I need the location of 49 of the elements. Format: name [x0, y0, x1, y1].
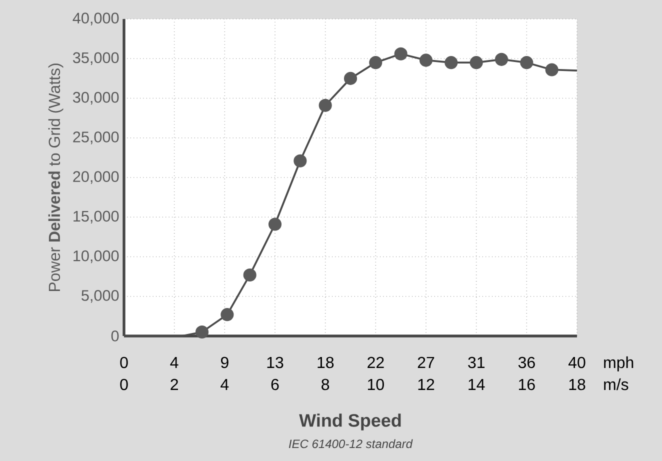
y-tick-label: 30,000: [72, 92, 119, 105]
x-tick-label: 4: [220, 378, 229, 390]
x2-tick-label: 9: [221, 356, 228, 368]
y-tick-label: 40,000: [72, 12, 119, 26]
y-tick-label: 0: [111, 330, 119, 342]
x-tick-label: 8: [322, 378, 330, 390]
x-tick-label: 16: [518, 378, 535, 390]
point: [470, 56, 483, 70]
x2-tick-label: 22: [368, 356, 384, 368]
x2-axis-title: mph: [604, 356, 634, 372]
point: [294, 154, 307, 168]
point: [545, 63, 558, 76]
x2-tick-label: 4: [170, 356, 178, 368]
point: [494, 52, 508, 66]
y-tick-label: 15,000: [74, 210, 119, 224]
x-tick-label: 6: [271, 378, 279, 390]
x2-tick-label: 36: [518, 356, 535, 368]
y-tick-label: 20,000: [73, 171, 119, 184]
y-tick-label: 5,000: [82, 290, 119, 303]
point: [419, 54, 433, 67]
point: [369, 56, 382, 70]
point: [318, 98, 332, 112]
x2-tick-label: 40: [568, 356, 586, 368]
point: [243, 268, 256, 282]
x2-tick-label: 13: [267, 356, 284, 368]
point: [195, 325, 209, 339]
point: [520, 56, 534, 70]
y-tick-label: 35,000: [72, 52, 119, 65]
x-tick-label: 0: [120, 378, 128, 390]
x2-tick-label: 27: [418, 356, 434, 368]
point: [444, 56, 458, 70]
point: [394, 47, 408, 60]
x-tick-label: 18: [569, 378, 586, 390]
point: [220, 308, 234, 322]
x2-tick-label: 18: [318, 356, 334, 368]
x-tick-label: 2: [170, 378, 178, 390]
y-tick-label: 25,000: [73, 132, 119, 144]
text: IEC 61400-12 standard: [288, 439, 413, 448]
x2-tick-label: 31: [468, 356, 485, 368]
y-axis-title: Power Delivered to Grid (Watts): [48, 64, 64, 292]
point: [344, 72, 358, 85]
y-tick-label: 10,000: [74, 250, 119, 264]
x-tick-label: 10: [368, 378, 384, 390]
text: m/s: [604, 378, 628, 390]
x2-tick-label: 0: [120, 356, 128, 368]
x-axis-title: Wind Speed: [299, 414, 401, 430]
x-tick-label: 12: [418, 378, 434, 390]
x-tick-label: 14: [468, 378, 485, 390]
point: [268, 218, 282, 231]
